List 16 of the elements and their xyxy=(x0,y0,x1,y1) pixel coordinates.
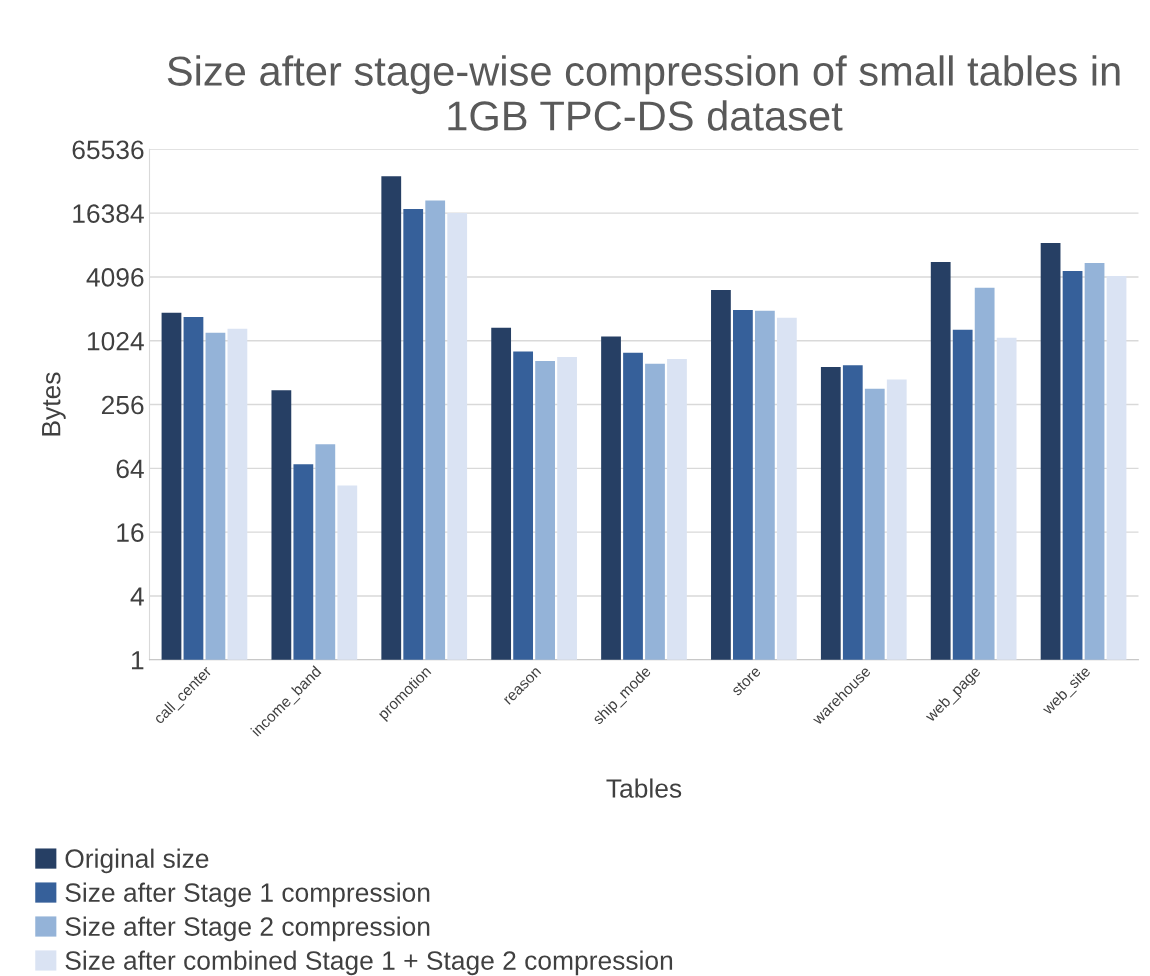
y-tick-label: 4096 xyxy=(86,268,144,287)
legend-label: Size after Stage 2 compression xyxy=(65,916,430,942)
legend-label: Size after Stage 1 compression xyxy=(65,882,430,908)
x-axis-title: Tables xyxy=(606,778,682,798)
legend-label: Size after combined Stage 1 + Stage 2 compression xyxy=(65,950,673,976)
y-tick-label: 1 xyxy=(131,651,144,670)
y-tick-label: 65536 xyxy=(72,140,144,160)
y-axis-title: Bytes xyxy=(42,372,66,436)
y-tick-label: 1024 xyxy=(87,331,144,351)
y-tick-label: 256 xyxy=(101,395,144,415)
y-tick-label: 4 xyxy=(130,587,144,606)
y-tick-label: 16384 xyxy=(73,204,144,223)
chart-title: Size after stage-wise compression of small tables in 1GB TPC-DS dataset xyxy=(167,55,1120,131)
y-tick-label: 16 xyxy=(117,523,144,542)
legend-label: Original size xyxy=(65,848,209,874)
y-tick-label: 64 xyxy=(116,459,144,479)
